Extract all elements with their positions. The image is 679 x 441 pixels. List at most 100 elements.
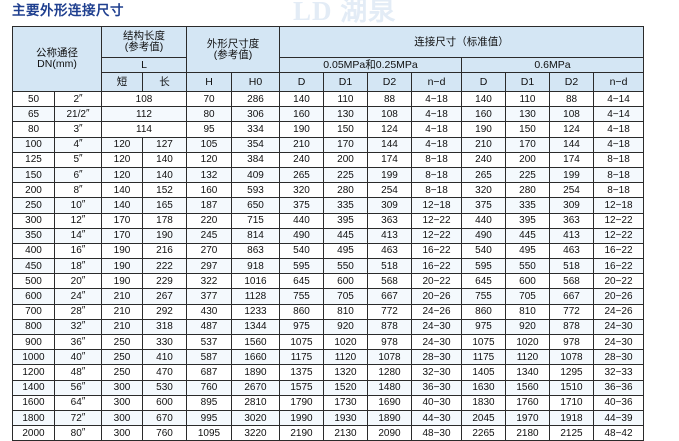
cell-D1-low: 1020 xyxy=(323,333,368,351)
cell-nd-high: 12−22 xyxy=(593,212,644,229)
cell-inch: 10″ xyxy=(54,197,102,214)
cell-D2-high: 1078 xyxy=(549,349,594,366)
inch-prime-mark: ″ xyxy=(81,305,86,317)
cell-D-low: 1075 xyxy=(279,333,324,351)
cell-D1-low: 550 xyxy=(323,258,368,275)
header-structural-length: 结构长度 (参考值) xyxy=(101,26,187,58)
cell-D1-low: 130 xyxy=(323,106,368,123)
cell-inch: 18″ xyxy=(54,258,102,275)
cell-nd-low: 8−18 xyxy=(411,182,462,199)
cell-D2-high: 309 xyxy=(549,197,594,214)
table-row: 500 20″ 190 229 322 1016 645 600 568 20−22 645 600 5… xyxy=(12,273,644,290)
cell-nd-high: 36−36 xyxy=(593,379,644,396)
cell-inch: 20″ xyxy=(54,273,102,290)
header-row-1: 公称通径 DN(mm) 结构长度 (参考值) 外形尺寸度 (参考值) 连接尺寸（… xyxy=(12,26,644,92)
cell-D-low: 1790 xyxy=(279,394,324,411)
cell-nd-high: 4−14 xyxy=(593,90,644,108)
table-row: 300 12″ 170 178 220 715 440 395 363 12−22 440 395 36… xyxy=(12,212,644,229)
header-structural-length-line1: 结构长度 xyxy=(123,30,165,42)
cell-dn: 80 xyxy=(12,121,55,138)
cell-nd-low: 4−18 xyxy=(411,90,462,108)
inch-prime-mark: ″ xyxy=(79,153,83,165)
cell-D-high: 265 xyxy=(461,166,506,184)
table-row: 450 18″ 190 222 297 918 595 550 518 16−22 595 550 51… xyxy=(12,258,644,275)
cell-H: 687 xyxy=(186,364,232,381)
cell-D-low: 1575 xyxy=(279,379,324,396)
inch-prime-mark: ″ xyxy=(79,138,83,150)
cell-D1-high: 130 xyxy=(505,106,550,123)
header-pressure-high: 0.6MPa xyxy=(461,57,644,73)
inch-prime-mark: ″ xyxy=(81,350,86,362)
cell-D2-high: 254 xyxy=(549,182,594,199)
cell-dn: 100 xyxy=(12,136,55,153)
cell-D-low: 265 xyxy=(279,166,324,184)
cell-D2-low: 1078 xyxy=(367,349,412,366)
cell-L-long: 470 xyxy=(142,364,187,381)
cell-D-high: 375 xyxy=(461,197,506,214)
table-body: 50 2″ 108 70 286 140 110 88 4−18 140 110 88 4−14 65 21… xyxy=(12,90,644,441)
cell-D1-high: 600 xyxy=(505,273,550,290)
cell-D-low: 1375 xyxy=(279,364,324,381)
cell-D2-high: 144 xyxy=(549,136,594,153)
cell-L-long: 410 xyxy=(142,349,187,366)
cell-D1-high: 150 xyxy=(505,121,550,138)
table-row: 125 5″ 120 140 120 384 240 200 174 8−18 240 200 174 8… xyxy=(12,151,644,168)
cell-L-short: 210 xyxy=(101,303,143,320)
cell-nd-low: 20−22 xyxy=(411,273,462,290)
cell-H: 132 xyxy=(186,166,232,184)
cell-L-short: 250 xyxy=(101,349,143,366)
cell-D1-low: 495 xyxy=(323,242,368,260)
inch-prime-mark: ″ xyxy=(81,198,86,210)
table-row: 2000 80″ 300 760 1095 3220 2190 2130 2090 48−30 22… xyxy=(12,425,644,441)
cell-L-long: 330 xyxy=(142,333,187,351)
cell-L-short: 250 xyxy=(101,333,143,351)
cell-inch: 12″ xyxy=(54,212,102,229)
cell-nd-low: 36−30 xyxy=(411,379,462,396)
cell-D1-high: 1120 xyxy=(505,349,550,366)
cell-D2-high: 1918 xyxy=(549,409,594,427)
table-row: 80 3″ 114 95 334 190 150 124 4−18 190 150 124 4−18 xyxy=(12,121,644,138)
table-row: 400 16″ 190 216 270 863 540 495 463 16−22 540 495 46… xyxy=(12,242,644,260)
cell-dn: 700 xyxy=(12,303,55,320)
header-structural-length-line2: (参考值) xyxy=(124,41,164,53)
cell-D2-high: 1510 xyxy=(549,379,594,396)
cell-D1-high: 2180 xyxy=(505,425,550,441)
header-L-long: 长 xyxy=(142,72,187,92)
cell-H: 245 xyxy=(186,227,232,244)
cell-D-high: 2265 xyxy=(461,425,506,441)
cell-D1-low: 1730 xyxy=(323,394,368,411)
cell-L-long: 229 xyxy=(142,273,187,290)
header-nd-high: n−d xyxy=(593,72,644,92)
table-row: 100 4″ 120 127 105 354 210 170 144 4−18 210 170 144 4… xyxy=(12,136,644,153)
cell-nd-low: 20−26 xyxy=(411,288,462,305)
cell-D-low: 375 xyxy=(279,197,324,214)
header-L-short: 短 xyxy=(101,72,143,92)
table-row: 600 24″ 210 267 377 1128 755 705 667 20−26 755 705 6… xyxy=(12,288,644,305)
inch-prime-mark: ″ xyxy=(81,320,86,332)
inch-prime-mark: ″ xyxy=(79,183,83,195)
cell-D-high: 860 xyxy=(461,303,506,320)
cell-D2-low: 568 xyxy=(367,273,412,290)
cell-D2-high: 108 xyxy=(549,106,594,123)
cell-H: 322 xyxy=(186,273,232,290)
cell-D1-high: 1560 xyxy=(505,379,550,396)
cell-D-low: 540 xyxy=(279,242,324,260)
cell-H: 487 xyxy=(186,318,232,336)
cell-H0: 814 xyxy=(231,227,280,244)
cell-inch: 14″ xyxy=(54,227,102,244)
cell-D1-low: 810 xyxy=(323,303,368,320)
cell-dn: 2000 xyxy=(12,425,55,441)
cell-L-short: 190 xyxy=(101,273,143,290)
cell-D-low: 595 xyxy=(279,258,324,275)
cell-nd-low: 28−30 xyxy=(411,349,462,366)
cell-L-long: 530 xyxy=(142,379,187,396)
cell-D2-high: 2125 xyxy=(549,425,594,441)
cell-H0: 409 xyxy=(231,166,280,184)
cell-D2-low: 1280 xyxy=(367,364,412,381)
cell-D1-low: 110 xyxy=(323,90,368,108)
cell-D2-low: 878 xyxy=(367,318,412,336)
inch-prime-mark: ″ xyxy=(81,229,86,241)
cell-L-long: 600 xyxy=(142,394,187,411)
cell-D1-low: 445 xyxy=(323,227,368,244)
cell-nd-low: 40−30 xyxy=(411,394,462,411)
